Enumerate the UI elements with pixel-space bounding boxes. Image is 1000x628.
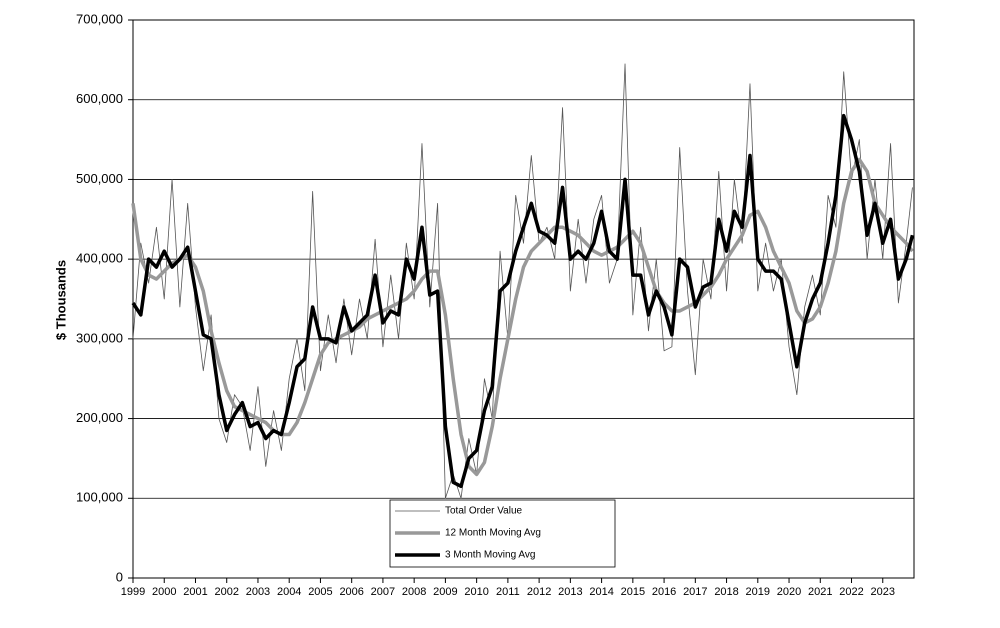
x-tick-label: 2019	[746, 586, 770, 598]
plot-frame	[132, 19, 915, 579]
x-tick-label: 2023	[871, 586, 895, 598]
x-tick-label: 2018	[714, 586, 738, 598]
x-tick-label: 2021	[808, 586, 832, 598]
legend-label: 12 Month Moving Avg	[445, 528, 541, 539]
x-tick-label: 2011	[496, 586, 520, 598]
x-tick-label: 2015	[621, 586, 645, 598]
series-line	[131, 113, 915, 489]
x-tick-label: 2013	[558, 586, 582, 598]
x-tick-label: 2020	[777, 586, 801, 598]
x-tick-label: 2008	[402, 586, 426, 598]
y-tick-label: 100,000	[76, 490, 123, 505]
x-tick-label: 2016	[652, 586, 676, 598]
x-tick-label: 2004	[277, 586, 301, 598]
x-tick-label: 2007	[371, 586, 395, 598]
legend-label: Total Order Value	[445, 506, 523, 517]
x-tick-label: 2022	[839, 586, 863, 598]
y-axis-label: $ Thousands	[53, 260, 68, 340]
legend-label: 3 Month Moving Avg	[445, 550, 535, 561]
y-tick-label: 400,000	[76, 251, 123, 266]
x-tick-label: 2002	[214, 586, 238, 598]
x-tick-label: 2009	[433, 586, 457, 598]
x-tick-label: 2010	[464, 586, 488, 598]
x-tick-label: 2003	[246, 586, 270, 598]
y-tick-label: 0	[116, 569, 123, 584]
x-tick-label: 2000	[152, 586, 176, 598]
legend: Total Order Value 12 Month Moving Avg 3 Mo…	[389, 499, 616, 568]
y-tick-label: 600,000	[76, 91, 123, 106]
x-tick-label: 2017	[683, 586, 707, 598]
y-tick-label: 500,000	[76, 171, 123, 186]
series-line	[131, 157, 914, 477]
y-tick-label: 700,000	[76, 11, 123, 26]
x-tick-label: 2001	[183, 586, 207, 598]
x-tick-label: 2006	[339, 586, 363, 598]
x-tick-label: 2012	[527, 586, 551, 598]
x-tick-label: 1999	[121, 586, 145, 598]
series-line	[132, 63, 913, 499]
x-tick-label: 2005	[308, 586, 332, 598]
y-tick-label: 300,000	[76, 330, 123, 345]
x-tick-label: 2014	[589, 586, 613, 598]
y-tick-label: 200,000	[76, 410, 123, 425]
